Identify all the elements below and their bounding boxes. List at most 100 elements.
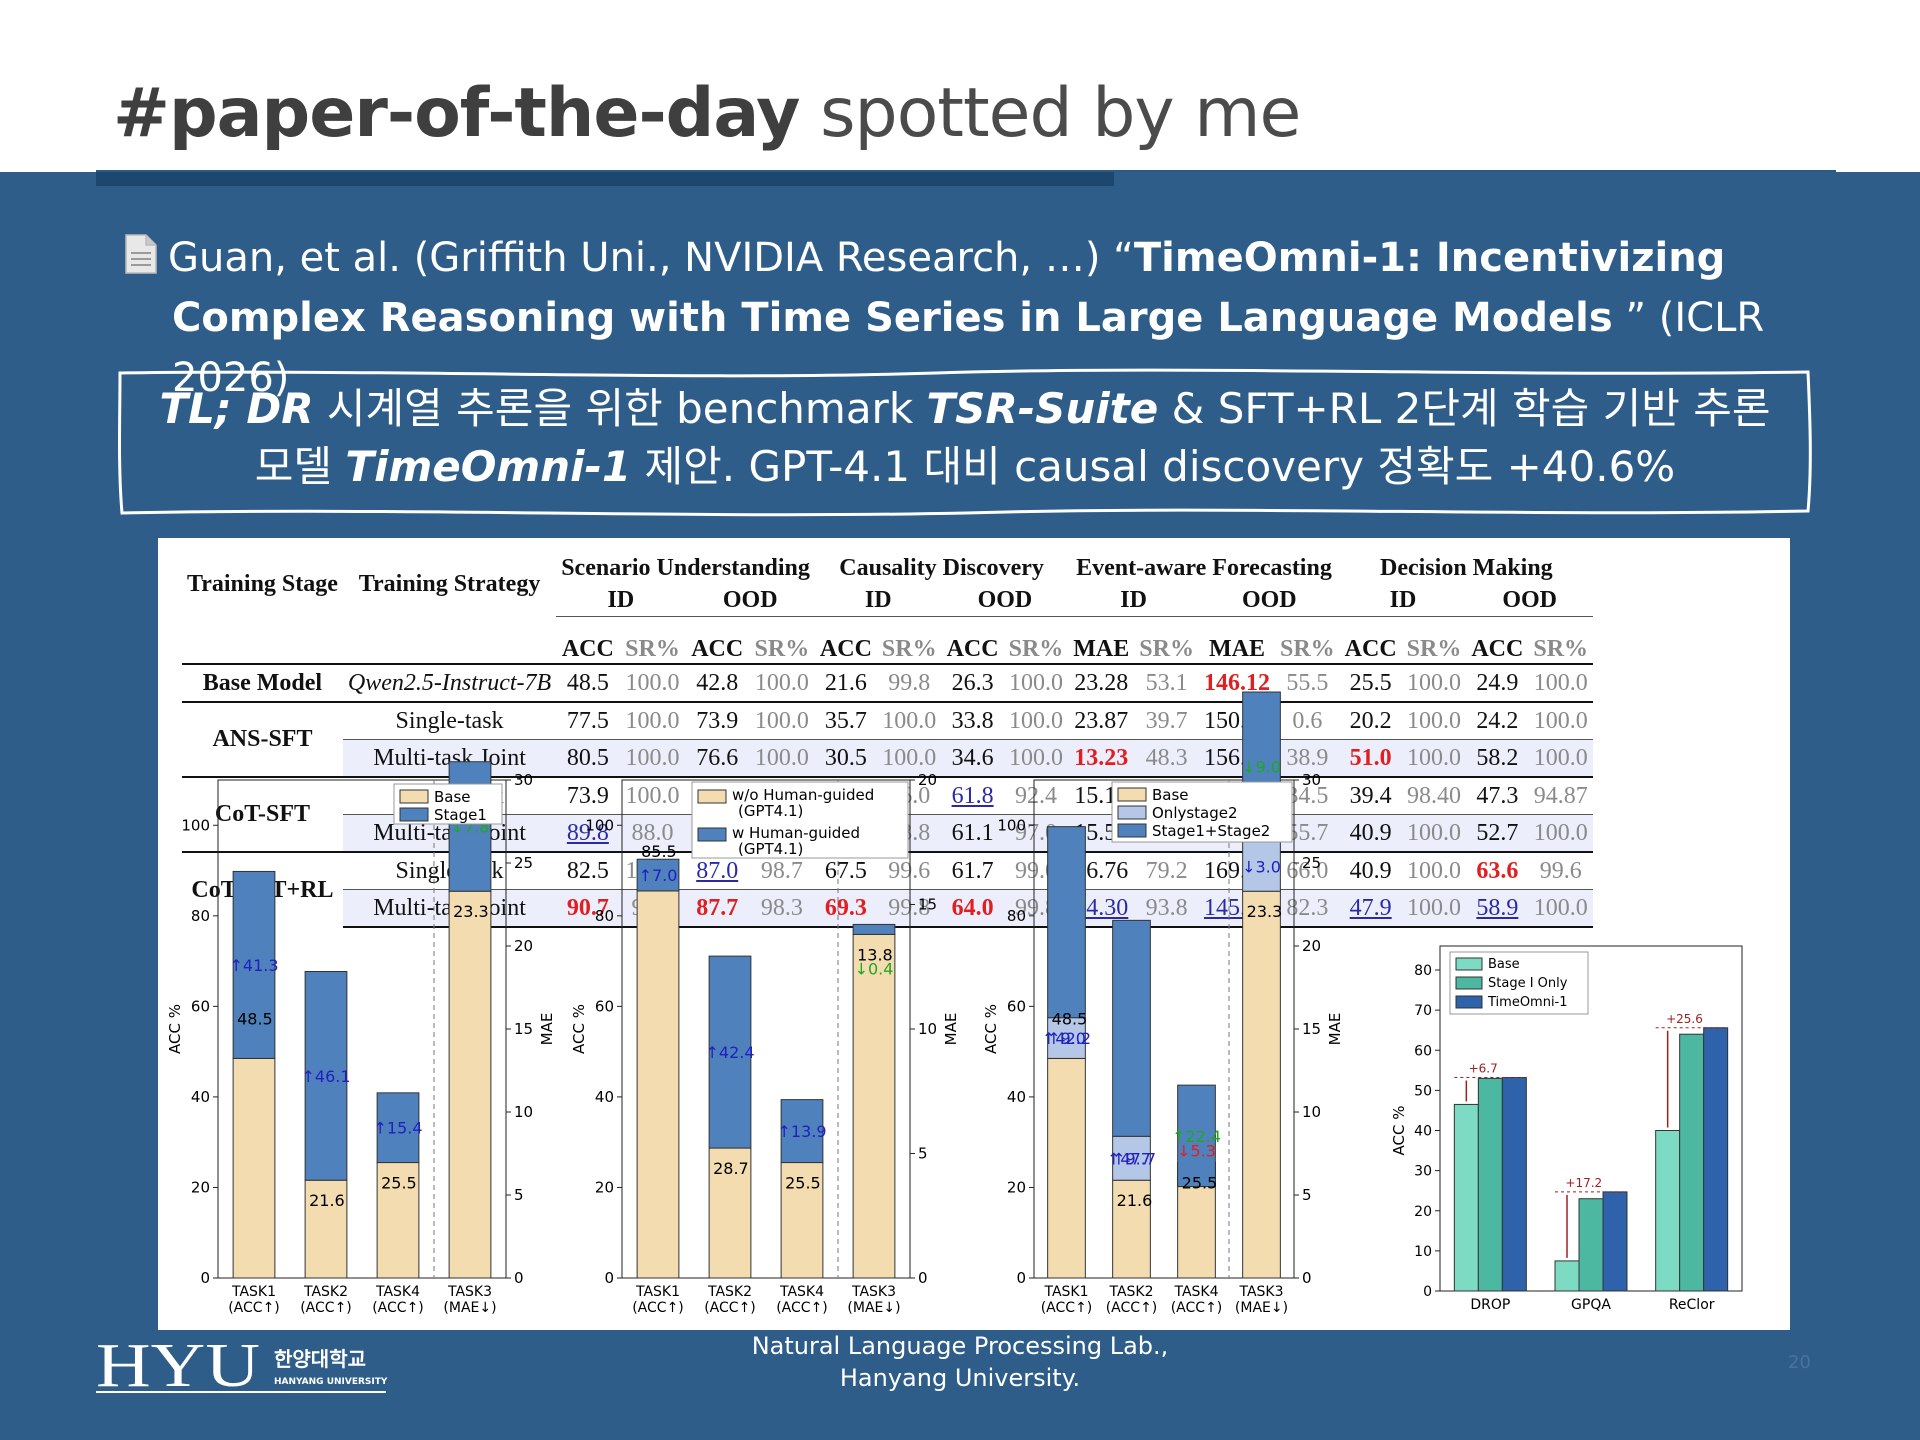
- value-cell: 100.0: [1528, 814, 1594, 852]
- x-tick-label: TASK3: [447, 1284, 492, 1300]
- group-header: Decision Making: [1380, 554, 1553, 581]
- y2-tick-label: 20: [1302, 937, 1321, 955]
- value-cell: 40.9: [1339, 851, 1402, 890]
- legend-label: Stage1: [434, 806, 487, 824]
- y2-tick-label: 25: [514, 854, 533, 872]
- gain-annotation: ↑42.4: [705, 1043, 754, 1062]
- legend-swatch: [1117, 805, 1147, 820]
- y2-axis-label: MAE: [942, 1013, 960, 1046]
- lab-name: Natural Language Processing Lab.,: [751, 1332, 1169, 1360]
- header-training-stage: Training Stage: [187, 570, 338, 597]
- value-cell: 24.9: [1466, 663, 1529, 702]
- value-cell: 100.0: [1401, 701, 1467, 740]
- y2-tick-label: 20: [918, 771, 937, 789]
- bar-w-human-guided: [708, 955, 752, 1149]
- y-tick-label: 40: [191, 1088, 210, 1106]
- x-tick-label: (ACC↑): [1171, 1300, 1223, 1316]
- y-tick-label: 40: [1414, 1124, 1432, 1140]
- header-rule: [96, 170, 1836, 173]
- value-cell: 77.5: [556, 701, 620, 740]
- value-cell: 23.87: [1068, 701, 1135, 740]
- y2-tick-label: 30: [1302, 771, 1321, 789]
- y2-tick-label: 0: [514, 1269, 524, 1287]
- value-cell: 100.0: [1401, 663, 1467, 702]
- bar-value-label: 21.6: [309, 1191, 345, 1210]
- subgroup-header: ID: [1339, 584, 1467, 617]
- x-tick-label: TASK1: [231, 1284, 276, 1300]
- legend-box: [691, 781, 909, 859]
- metric-header: ACC: [819, 636, 872, 662]
- y-tick-label: 70: [1414, 1003, 1432, 1019]
- legend-swatch: [399, 807, 429, 822]
- bar-value-label: 13.8: [857, 945, 893, 964]
- y-tick-label: 60: [1007, 997, 1026, 1015]
- x-tick-label: TASK2: [303, 1284, 348, 1300]
- bar-base: [376, 1162, 420, 1279]
- metric-header: SR%: [1279, 636, 1335, 662]
- value-cell: 66.0: [1274, 851, 1340, 890]
- value-cell: 58.2: [1466, 739, 1529, 777]
- gain-annotation: ↓3.0: [1242, 857, 1281, 876]
- bar-value-label: 28.7: [713, 1159, 749, 1178]
- metric-header: SR%: [881, 636, 937, 662]
- value-cell: 80.5: [556, 739, 620, 777]
- value-cell: 98.3: [748, 889, 815, 928]
- x-tick-label: (ACC↑): [300, 1300, 352, 1316]
- y-tick-label: 80: [595, 907, 614, 925]
- legend-label: Onlystage2: [1152, 804, 1238, 822]
- citation-title-part1: TimeOmni-1: Incentivizing: [1133, 235, 1726, 281]
- bar-stage1-stage2: [1177, 1084, 1216, 1188]
- legend-label: TimeOmni-1: [1487, 995, 1568, 1010]
- tldr-summary: TL; DR 시계열 추론을 위한 benchmark TSR-Suite & …: [116, 380, 1814, 496]
- y-tick-label: 50: [1414, 1083, 1432, 1099]
- y2-tick-label: 15: [514, 1020, 533, 1038]
- subgroup-header: OOD: [941, 584, 1069, 617]
- value-cell: 100.0: [1528, 701, 1594, 740]
- value-cell: 39.4: [1339, 776, 1402, 815]
- bar-base: [304, 1179, 348, 1279]
- y2-tick-label: 15: [918, 896, 937, 914]
- value-cell: 100.0: [1401, 814, 1467, 852]
- x-tick-label: (MAE↓): [443, 1300, 496, 1316]
- value-cell: 100.0: [1003, 739, 1069, 777]
- group-header: Event-aware Forecasting: [1076, 554, 1332, 581]
- bar-w-human-guided: [636, 858, 680, 892]
- y-axis-label: ACC %: [982, 1004, 1000, 1054]
- value-cell: 100.0: [1401, 739, 1467, 777]
- table-row: ANS-SFT Single-task 77.5 100.0 73.9 100.0 35.7…: [182, 701, 1594, 777]
- bar-stage1-stage2: [1047, 826, 1086, 1019]
- gain-annotation: ↑46.1: [301, 1067, 350, 1086]
- tldr-box-outline: [118, 368, 1812, 517]
- y-axis-label: ACC %: [570, 1004, 588, 1054]
- bar-stage1: [376, 1092, 420, 1164]
- value-cell: 100.0: [1528, 663, 1594, 702]
- x-tick-label: DROP: [1470, 1297, 1510, 1313]
- value-cell: 33.8: [941, 701, 1004, 740]
- y-tick-label: 20: [595, 1178, 614, 1196]
- value-cell: 48.3: [1134, 739, 1199, 777]
- x-tick-label: TASK3: [851, 1284, 896, 1300]
- y2-tick-label: 0: [1302, 1269, 1312, 1287]
- bar-base: [1047, 1057, 1086, 1279]
- legend-label: (GPT4.1): [738, 840, 803, 858]
- bar-stage-i-only: [1477, 1077, 1503, 1292]
- legend-label: (GPT4.1): [738, 802, 803, 820]
- lab-credit: Natural Language Processing Lab., Hanyan…: [700, 1330, 1220, 1394]
- legend-label: Stage I Only: [1488, 976, 1568, 991]
- page-number: 20: [1788, 1352, 1811, 1373]
- bar-stage-i-only: [1578, 1198, 1604, 1292]
- y2-tick-label: 30: [514, 771, 533, 789]
- x-tick-label: (ACC↑): [372, 1300, 424, 1316]
- x-tick-label: ReClor: [1669, 1297, 1715, 1313]
- value-cell: 42.8: [685, 663, 749, 702]
- x-tick-label: GPQA: [1571, 1297, 1611, 1313]
- value-cell: 25.5: [1339, 663, 1402, 702]
- strategy-cell: Single-task: [342, 701, 557, 740]
- legend-swatch: [399, 789, 429, 804]
- value-cell: 79.2: [1134, 851, 1199, 890]
- x-tick-label: (MAE↓): [847, 1300, 900, 1316]
- metric-header: SR%: [1008, 636, 1064, 662]
- value-cell: 100.0: [748, 663, 815, 702]
- tldr-text-2c: 제안. GPT-4.1 대비 causal discovery 정확도 +40.…: [631, 442, 1676, 491]
